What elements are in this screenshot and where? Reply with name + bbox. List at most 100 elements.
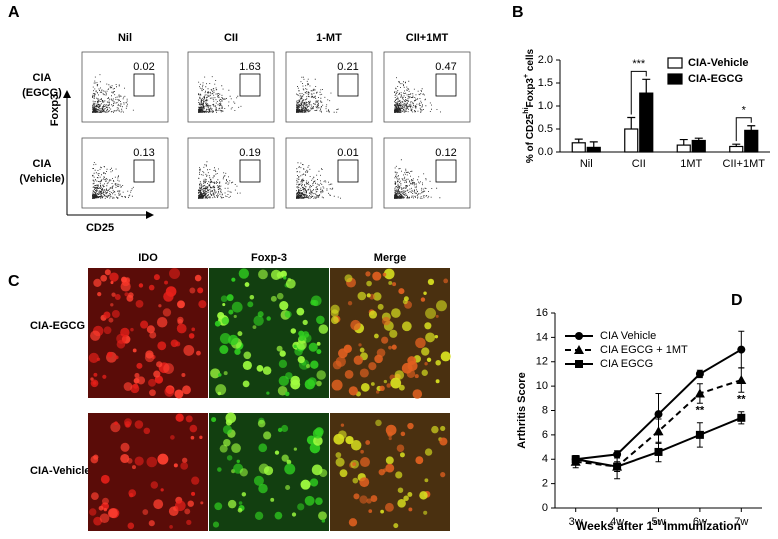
cell: [435, 359, 441, 366]
cell: [134, 420, 144, 429]
cell: [231, 443, 241, 454]
cell: [277, 427, 283, 433]
cell: [420, 297, 426, 302]
cell: [225, 419, 233, 426]
x-axis-label: Weeks after 1st Immunization: [576, 518, 741, 534]
cell: [160, 488, 164, 492]
cell: [435, 379, 440, 384]
cell: [368, 509, 373, 513]
cell: [423, 291, 427, 295]
cell: [419, 491, 428, 500]
cell: [109, 272, 119, 282]
cell: [439, 437, 448, 446]
cell: [270, 295, 277, 302]
cell: [165, 286, 177, 297]
cell: [257, 419, 266, 428]
cell: [114, 355, 119, 360]
cell: [375, 390, 380, 394]
cell: [316, 315, 325, 325]
cell: [403, 495, 409, 502]
cell: [302, 319, 308, 326]
cell: [244, 282, 250, 287]
error-bar: [679, 138, 688, 146]
cell: [228, 334, 239, 346]
cell: [316, 341, 321, 346]
panel-label: A: [8, 4, 20, 21]
cell: [285, 372, 293, 380]
point: [736, 375, 747, 385]
cell: [90, 379, 99, 388]
cell: [120, 442, 130, 452]
cell: [158, 304, 162, 308]
cell: [90, 455, 99, 464]
legend-label: CIA-EGCG: [688, 73, 743, 85]
legend-swatch: [667, 57, 683, 69]
cell: [104, 269, 111, 276]
x-tick-label: Nil: [580, 158, 593, 170]
scatter-dots: [296, 76, 339, 113]
gate-value: 0.47: [435, 61, 456, 73]
cell: [189, 424, 198, 433]
cell: [348, 386, 358, 396]
cell: [425, 332, 436, 343]
arrow-head: [63, 90, 71, 98]
cell: [175, 341, 181, 347]
y-tick-label: 10: [536, 380, 548, 392]
cell: [424, 322, 432, 330]
cell: [286, 459, 292, 465]
cell: [335, 356, 346, 367]
gate: [239, 73, 261, 97]
column-header: CII+1MT: [406, 32, 449, 44]
x-tick-label: 5w: [651, 516, 665, 528]
cell: [408, 507, 413, 512]
cell: [434, 334, 439, 339]
axis-label: Foxp3: [49, 94, 61, 126]
cell: [290, 379, 301, 390]
y-axis-label: % of CD25hiFoxp3+ cells: [523, 48, 535, 163]
cell: [310, 295, 322, 307]
cell: [234, 348, 241, 355]
cell: [395, 471, 403, 479]
cell: [386, 383, 391, 388]
cell: [170, 435, 175, 440]
cell: [191, 327, 196, 332]
cell: [199, 435, 203, 439]
cell: [293, 447, 297, 451]
x-tick-label: 4w: [610, 516, 624, 528]
cell: [210, 368, 221, 379]
bar: [586, 146, 601, 153]
error-bar: [732, 143, 741, 147]
cell: [253, 315, 264, 326]
cell: [143, 427, 151, 435]
cell: [300, 479, 311, 490]
cell: [150, 481, 159, 489]
cell: [219, 333, 231, 344]
significance-label: ***: [632, 58, 646, 70]
cell: [424, 448, 433, 456]
cell: [375, 419, 382, 427]
error-bar: [694, 137, 703, 141]
column-header: Nil: [118, 32, 132, 44]
cell: [390, 377, 402, 389]
cell: [290, 328, 297, 334]
cell: [120, 281, 131, 292]
cell: [415, 456, 424, 465]
cell: [392, 282, 397, 287]
cell: [443, 278, 449, 284]
y-tick-label: 6: [542, 429, 548, 441]
cell: [111, 292, 116, 297]
x-tick-label: CII+1MT: [723, 158, 766, 170]
cell: [372, 292, 382, 301]
cell: [366, 293, 371, 298]
cell: [313, 436, 323, 446]
cell: [305, 363, 311, 369]
cell: [227, 499, 237, 509]
cell: [398, 288, 405, 295]
cell: [236, 459, 240, 464]
error-bar: [642, 78, 651, 94]
cell: [310, 360, 319, 369]
cell: [174, 500, 186, 512]
scatter-dots: [394, 159, 441, 199]
gate-value: 1.63: [239, 61, 260, 73]
bar: [571, 142, 586, 153]
